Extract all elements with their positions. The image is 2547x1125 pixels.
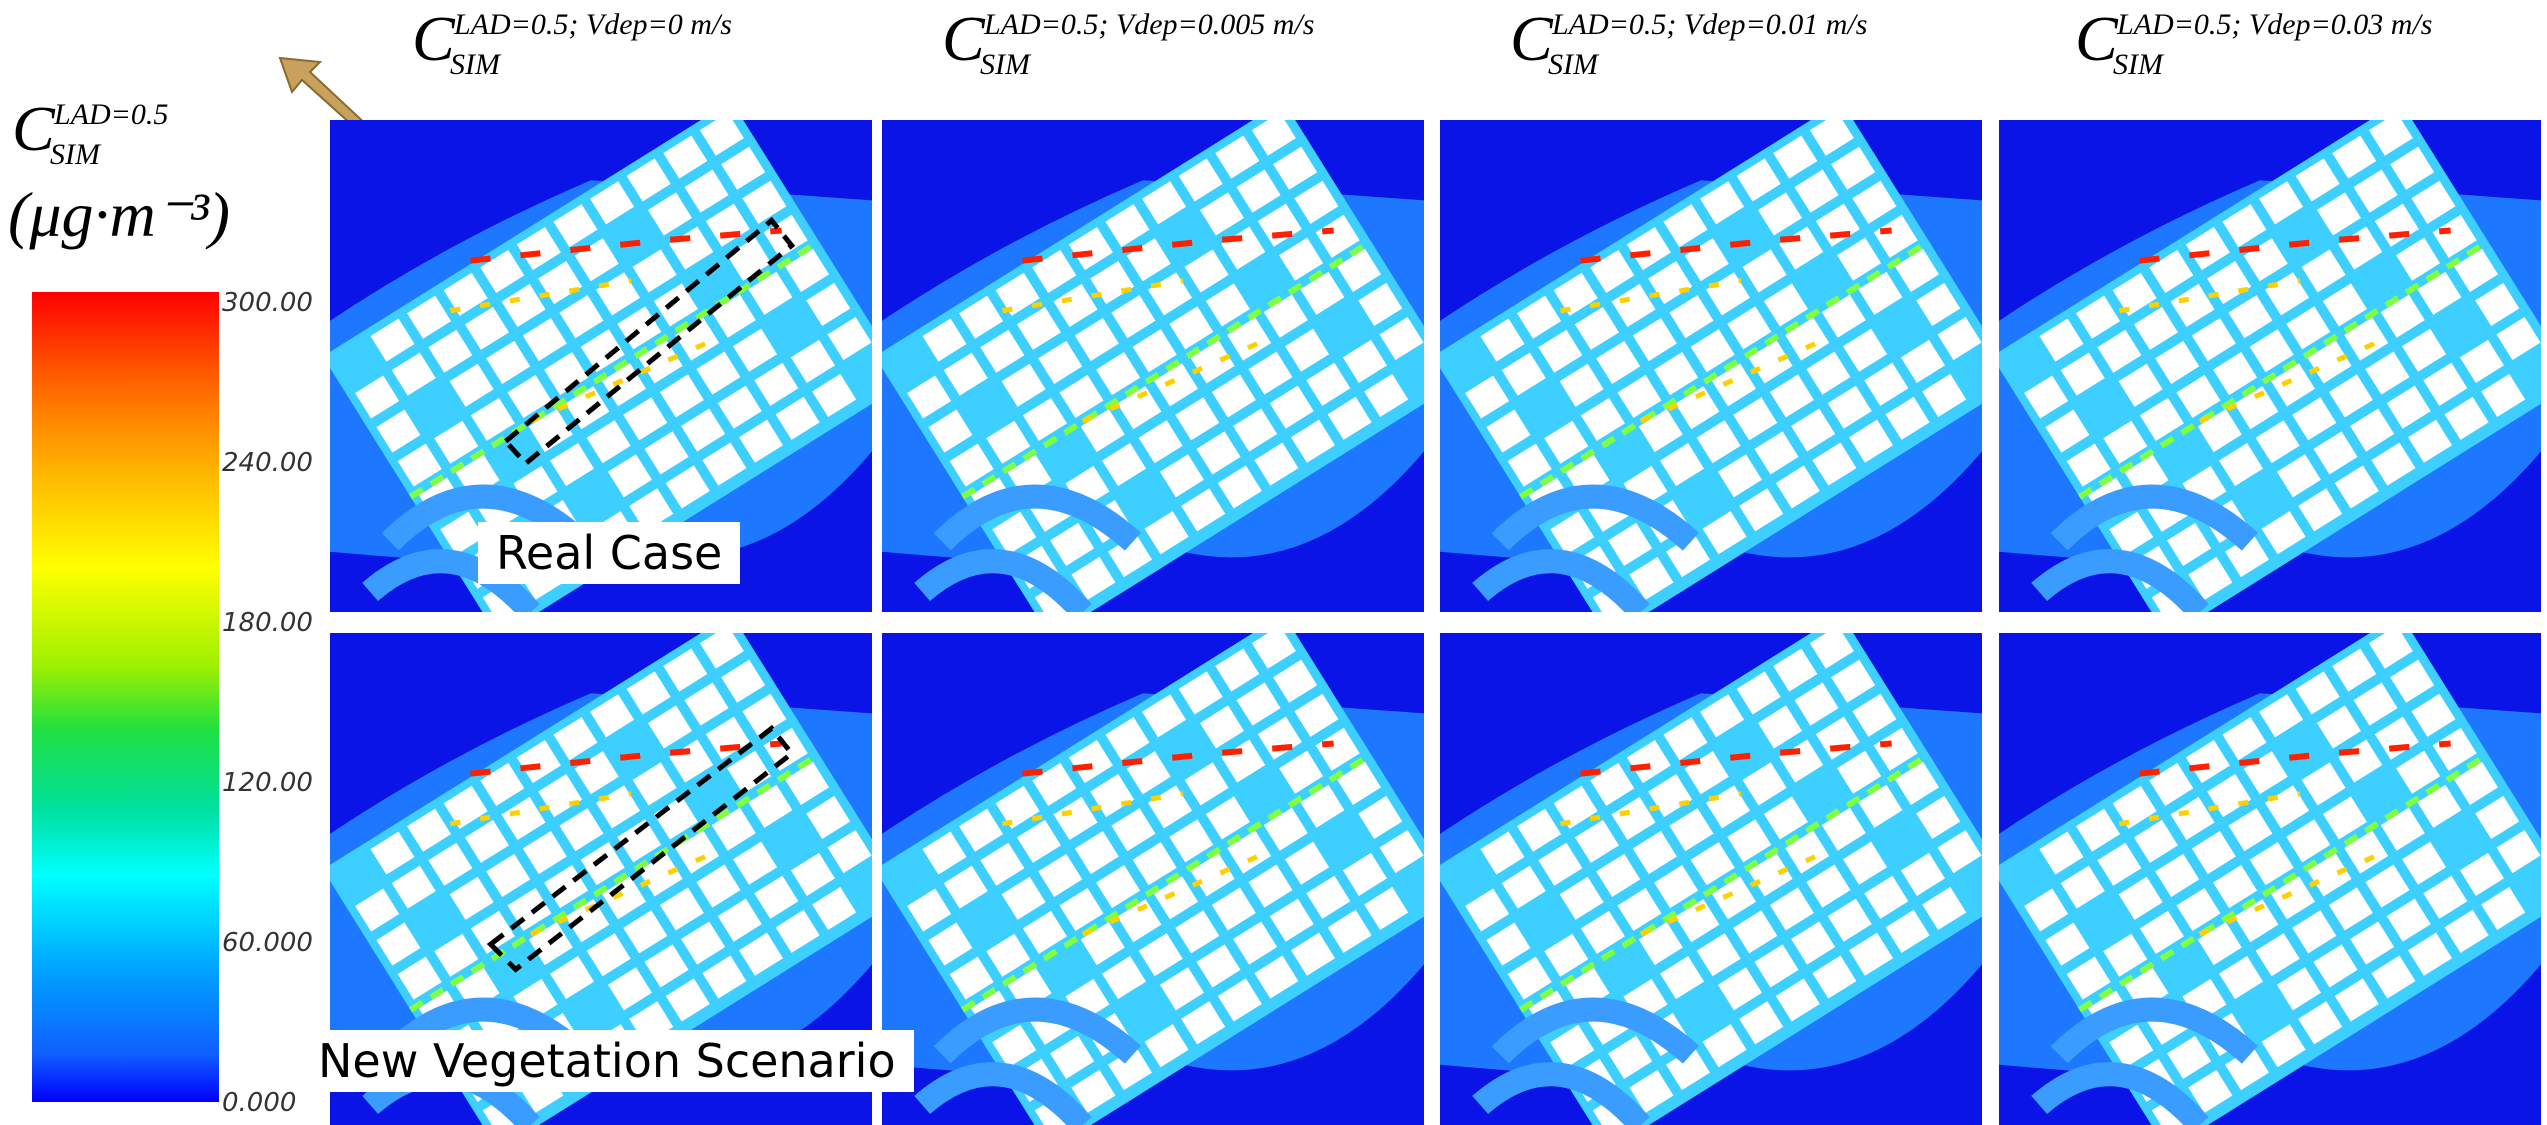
symbol: C (12, 93, 55, 164)
legend-title: C LAD=0.5 SIM (12, 92, 55, 166)
tick-label: 180.00 (222, 608, 313, 638)
page: C LAD=0.5 SIM (μg·m⁻³) 300.00 240.00 180.0… (0, 0, 2547, 1125)
subscript: SIM (2113, 48, 2163, 82)
concentration-map (1999, 633, 2541, 1125)
symbol: C (1510, 3, 1553, 74)
map (1440, 120, 1982, 612)
tick-label: 300.00 (222, 288, 313, 318)
subscript: SIM (980, 48, 1030, 82)
subscript: SIM (450, 48, 500, 82)
concentration-map (882, 120, 1424, 612)
superscript: LAD=0.5; Vdep=0.005 m/s (984, 8, 1314, 42)
superscript: LAD=0.5 (54, 98, 168, 132)
legend-unit: (μg·m⁻³) (8, 178, 230, 252)
map (1999, 120, 2541, 612)
row-label: New Vegetation Scenario (300, 1030, 914, 1092)
map (882, 120, 1424, 612)
concentration-map (882, 633, 1424, 1125)
tick-label: 240.00 (222, 448, 313, 478)
tick-label: 0.000 (222, 1088, 296, 1118)
tick-label: 60.000 (222, 928, 313, 958)
colorbar (32, 292, 219, 1102)
superscript: LAD=0.5; Vdep=0.03 m/s (2117, 8, 2432, 42)
tick-label: 120.00 (222, 768, 313, 798)
concentration-map (1440, 120, 1982, 612)
symbol: C (2075, 3, 2118, 74)
symbol: C (942, 3, 985, 74)
subscript: SIM (50, 138, 100, 172)
superscript: LAD=0.5; Vdep=0 m/s (454, 8, 732, 42)
symbol: C (412, 3, 455, 74)
map (882, 633, 1424, 1125)
map (1440, 633, 1982, 1125)
row-label: Real Case (478, 522, 740, 584)
subscript: SIM (1548, 48, 1598, 82)
concentration-map (1440, 633, 1982, 1125)
superscript: LAD=0.5; Vdep=0.01 m/s (1552, 8, 1867, 42)
concentration-map (1999, 120, 2541, 612)
map (1999, 633, 2541, 1125)
